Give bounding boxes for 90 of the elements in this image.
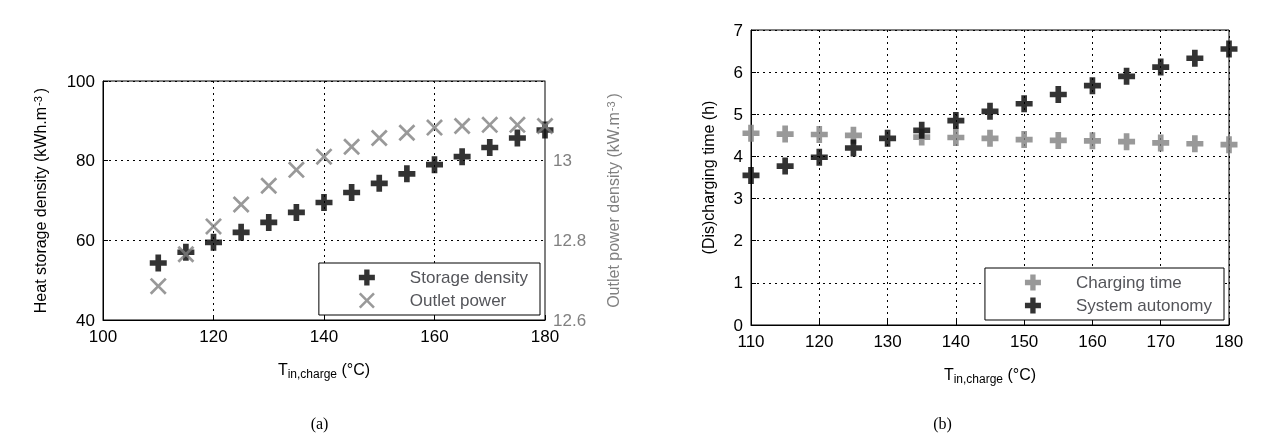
point <box>287 203 305 221</box>
y-axis-title: (Dis)charging time (h) <box>699 100 717 255</box>
point <box>232 223 250 241</box>
point <box>343 184 361 202</box>
x-tick-label: 110 <box>737 332 765 351</box>
point <box>1186 49 1204 67</box>
x-tick-label: 120 <box>199 327 228 346</box>
y-tick-label: 100 <box>66 71 95 91</box>
point <box>1118 133 1136 151</box>
y-tick-label: 60 <box>76 230 95 250</box>
legend-label: Storage density <box>409 268 529 287</box>
point <box>481 139 499 157</box>
x-tick-label: 140 <box>941 332 971 351</box>
point <box>343 138 361 156</box>
point <box>913 121 931 139</box>
y2-tick-label: 13 <box>553 151 572 171</box>
y-tick-label: 3 <box>733 189 743 209</box>
point <box>810 126 828 144</box>
y-tick-label: 6 <box>733 62 743 82</box>
y-axis-title: Heat storage density (kWh.m-3) <box>31 87 49 314</box>
point <box>947 112 965 130</box>
point <box>453 148 471 166</box>
point <box>810 148 828 166</box>
point <box>844 139 862 157</box>
point <box>205 233 222 251</box>
point <box>398 124 416 142</box>
y-tick-label: 5 <box>733 104 743 124</box>
point <box>776 157 794 175</box>
point <box>1015 95 1033 113</box>
point <box>879 129 897 147</box>
point <box>1118 67 1136 85</box>
point <box>947 128 965 146</box>
point <box>287 161 305 179</box>
point <box>398 165 416 183</box>
point <box>1220 136 1238 154</box>
y2-tick-label: 12.6 <box>553 310 587 330</box>
point <box>426 156 443 174</box>
x-tick-label: 120 <box>805 332 834 351</box>
legend-label: Outlet power <box>409 291 507 310</box>
legend-label: Charging time <box>1075 273 1182 292</box>
point <box>149 277 167 295</box>
point <box>315 193 333 211</box>
x-tick-label: 130 <box>873 332 902 351</box>
point <box>742 166 760 184</box>
point <box>260 177 278 195</box>
y-tick-label: 80 <box>76 151 95 171</box>
point <box>315 148 333 166</box>
point <box>1049 131 1067 149</box>
x-tick-label: 160 <box>420 327 449 346</box>
y-tick-label: 4 <box>733 146 743 166</box>
point <box>1152 58 1170 76</box>
y-tick-label: 1 <box>733 273 743 293</box>
point <box>1083 77 1101 95</box>
point <box>1186 135 1204 153</box>
point <box>1083 132 1101 150</box>
x-tick-label: 100 <box>88 327 118 346</box>
point <box>1152 134 1170 152</box>
point <box>481 116 499 134</box>
point <box>742 124 760 142</box>
point <box>776 125 794 143</box>
y2-axis-title: Outlet power density (kW.m-3) <box>604 93 622 308</box>
point <box>149 254 167 272</box>
point <box>981 102 999 120</box>
point <box>1015 131 1033 149</box>
point <box>1049 85 1067 103</box>
point <box>453 117 471 135</box>
y-tick-label: 7 <box>733 20 743 40</box>
y-tick-label: 40 <box>76 310 95 330</box>
legend-label: System autonomy <box>1075 296 1213 315</box>
point <box>426 119 443 137</box>
y-tick-label: 0 <box>733 315 743 335</box>
x-tick-label: 180 <box>530 327 560 346</box>
point <box>232 195 250 213</box>
point <box>370 129 388 147</box>
point <box>508 129 526 147</box>
point <box>508 116 526 134</box>
x-tick-label: 160 <box>1078 332 1107 351</box>
text: (b) <box>933 414 952 433</box>
text: (a) <box>310 414 329 433</box>
y-tick-label: 2 <box>733 231 743 251</box>
y2-tick-label: 12.8 <box>553 230 587 250</box>
x-tick-label: 150 <box>1009 332 1039 351</box>
point <box>205 217 222 235</box>
point <box>260 213 278 231</box>
x-tick-label: 140 <box>309 327 339 346</box>
point <box>981 129 999 147</box>
point <box>370 174 388 192</box>
x-tick-label: 170 <box>1146 332 1175 351</box>
point <box>1220 40 1238 58</box>
x-tick-label: 180 <box>1214 332 1244 351</box>
